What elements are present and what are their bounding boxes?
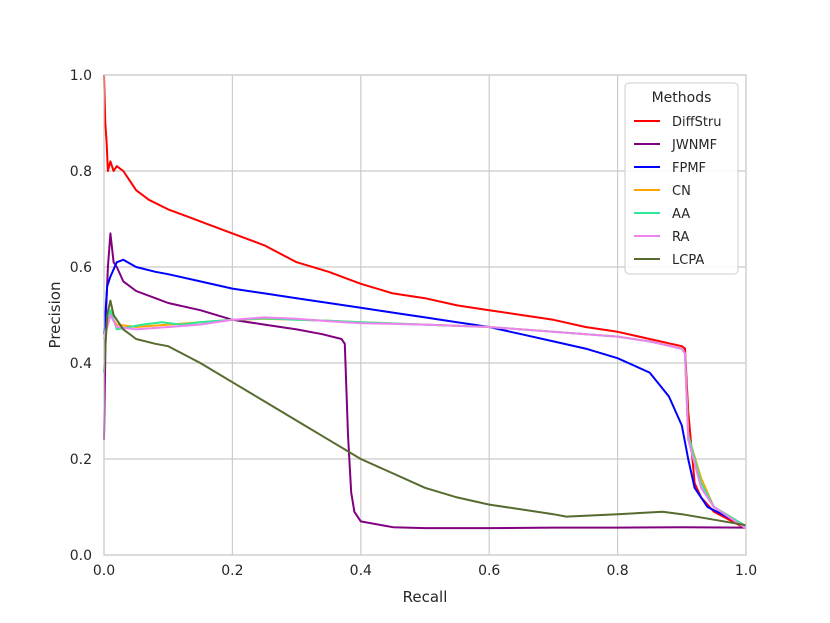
y-tick-label: 0.0 (70, 548, 92, 564)
legend: Methods DiffStru JWNMF FPMF CN AA RA LCPA (624, 82, 739, 275)
x-tick-label: 0.8 (606, 563, 628, 579)
series-group (103, 74, 747, 530)
series-line-diffstru (103, 74, 747, 530)
y-tick-label: 0.4 (70, 356, 92, 372)
legend-label-cn: CN (672, 184, 691, 199)
x-tick-labels: 0.0 0.2 0.4 0.6 0.8 1.0 (93, 563, 757, 579)
x-tick-label: 1.0 (735, 563, 757, 579)
legend-label-fpmf: FPMF (672, 161, 706, 176)
legend-label-diffstru: DiffStru (672, 115, 722, 130)
y-axis-title: Precision (46, 282, 64, 349)
series-line-fpmf (103, 258, 747, 528)
y-tick-label: 0.6 (70, 260, 92, 276)
x-axis-title: Recall (403, 588, 448, 606)
series-line-ra (103, 314, 747, 530)
series-line-lcpa (103, 299, 747, 527)
y-tick-label: 0.8 (70, 164, 92, 180)
legend-label-jwnmf: JWNMF (671, 138, 717, 153)
y-tick-labels: 0.0 0.2 0.4 0.6 0.8 1.0 (70, 68, 92, 564)
legend-label-lcpa: LCPA (672, 253, 704, 268)
x-tick-label: 0.2 (221, 563, 243, 579)
x-tick-label: 0.4 (350, 563, 372, 579)
plot-frame (103, 74, 747, 556)
legend-title: Methods (652, 90, 712, 106)
legend-label-aa: AA (672, 207, 690, 222)
legend-label-ra: RA (672, 230, 690, 245)
y-tick-label: 0.2 (70, 452, 92, 468)
x-tick-label: 0.6 (478, 563, 500, 579)
legend-box (624, 82, 739, 275)
y-tick-label: 1.0 (70, 68, 92, 84)
x-tick-label: 0.0 (93, 563, 115, 579)
